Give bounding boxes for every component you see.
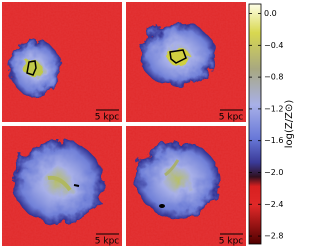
colorbar-label: log(Z/Z⊙) bbox=[284, 100, 295, 149]
scale-bar-label: 5 kpc bbox=[219, 237, 244, 247]
scale-bar-label: 5 kpc bbox=[95, 237, 120, 247]
scale-bar-label: 5 kpc bbox=[219, 113, 244, 123]
tick-label: −1.6 bbox=[264, 136, 283, 145]
panel-1 bbox=[2, 2, 122, 122]
tick-label: −0.4 bbox=[264, 41, 283, 50]
colorbar bbox=[248, 3, 262, 245]
tick-label: −0.8 bbox=[264, 73, 283, 82]
panel-4 bbox=[126, 126, 246, 246]
scale-bar-label: 5 kpc bbox=[95, 113, 120, 123]
tick-label: −2.8 bbox=[264, 232, 283, 241]
scale-bars: 5 kpc 5 kpc 5 kpc 5 kpc bbox=[95, 113, 244, 247]
tick-label: −1.2 bbox=[264, 104, 283, 113]
panel-2 bbox=[126, 2, 246, 122]
tick-label: −2.4 bbox=[264, 200, 283, 209]
tick-label: −2.0 bbox=[264, 168, 283, 177]
panel-3 bbox=[2, 126, 122, 246]
figure: 5 kpc 5 kpc 5 kpc 5 kpc log(Z/Z⊙) 0.0 −0.… bbox=[2, 2, 295, 247]
tick-label: 0.0 bbox=[264, 9, 277, 18]
